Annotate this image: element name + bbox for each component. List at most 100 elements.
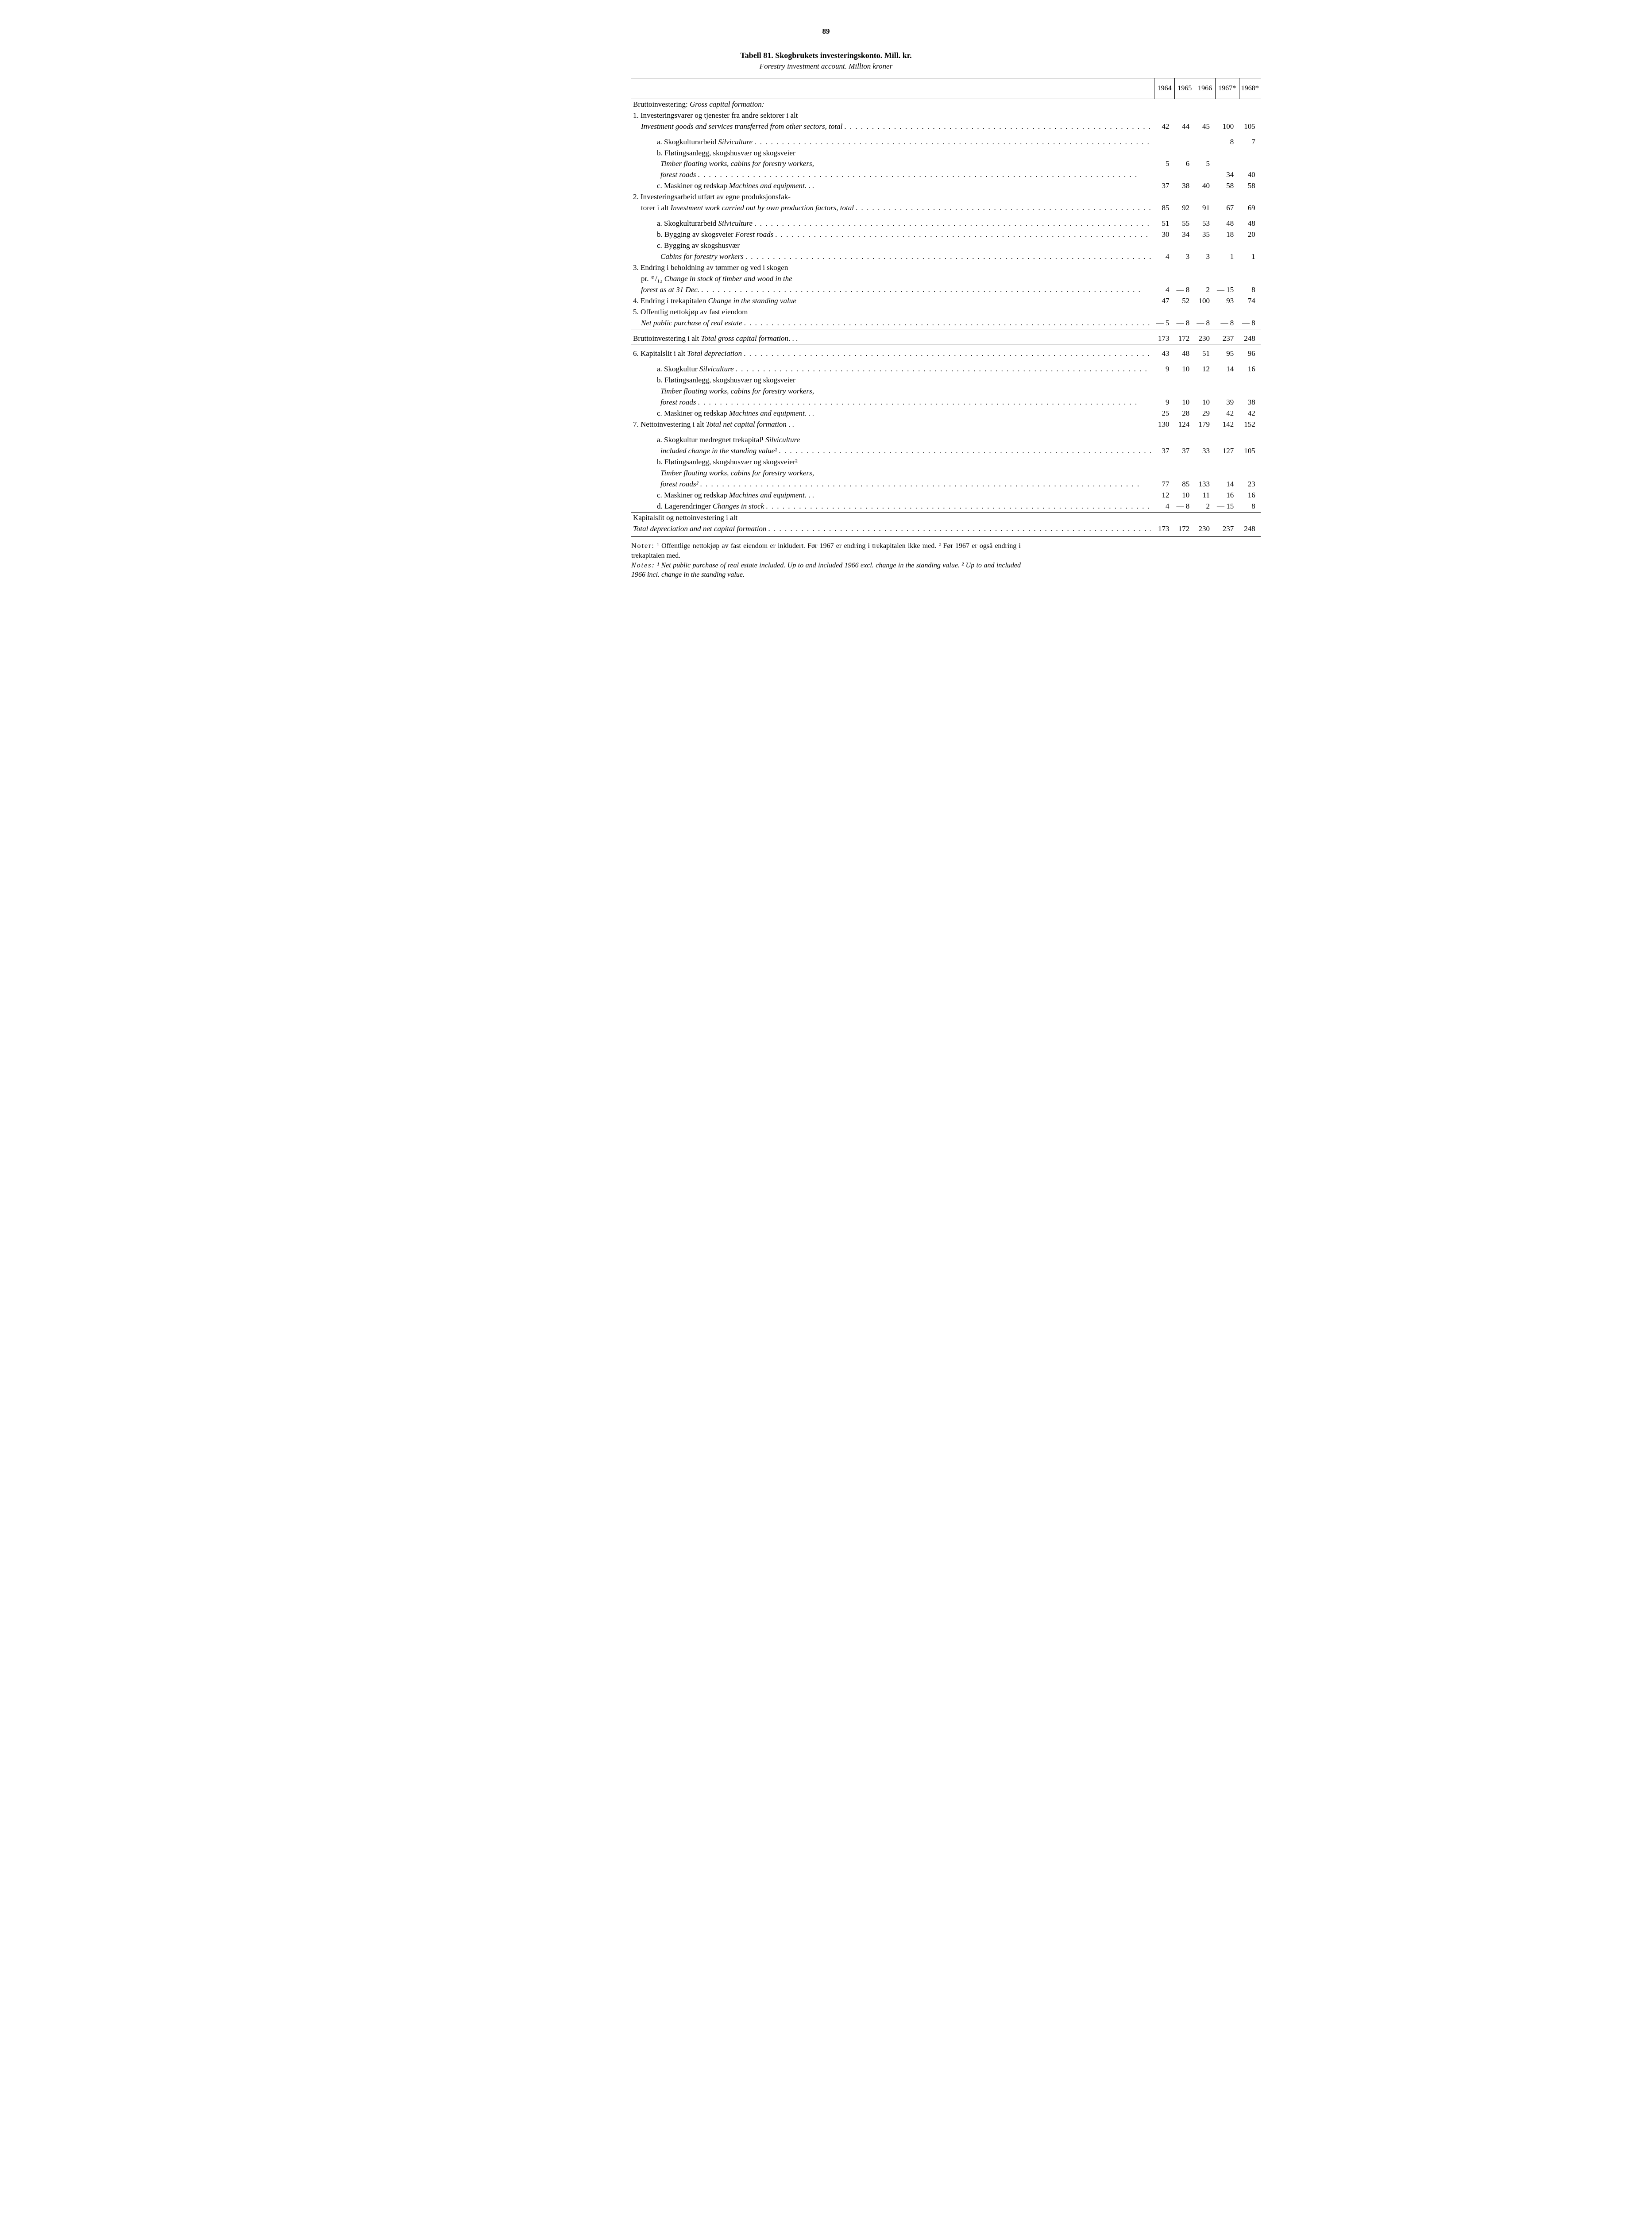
row-label: Investment goods and services transferre… [631, 121, 1154, 132]
cell-value: 230 [1195, 524, 1215, 537]
cell-value: 48 [1239, 218, 1261, 229]
row-label: Cabins for forestry workers . . . . . . … [631, 251, 1154, 262]
table-row: Investment goods and services transferre… [631, 121, 1261, 132]
row-label: Bruttoinvestering i alt Total gross capi… [631, 329, 1154, 344]
table-subtitle: Forestry investment account. Million kro… [631, 62, 1021, 72]
row-label: c. Bygging av skogshusvær [631, 240, 1154, 251]
table-row: 3. Endring i beholdning av tømmer og ved… [631, 262, 1261, 274]
cell-value [1195, 170, 1215, 181]
cell-value: 1 [1215, 251, 1239, 262]
cell-value: 37 [1154, 446, 1175, 457]
row-label: Net public purchase of real estate . . .… [631, 318, 1154, 329]
table-row: c. Bygging av skogshusvær [631, 240, 1261, 251]
cell-value: 100 [1215, 121, 1239, 132]
cell-value: 58 [1239, 181, 1261, 192]
cell-value: — 8 [1195, 318, 1215, 329]
row-label: 2. Investeringsarbeid utført av egne pro… [631, 192, 1154, 203]
table-row: 4. Endring i trekapitalen Change in the … [631, 296, 1261, 307]
cell-value: 1 [1239, 251, 1261, 262]
row-label: c. Maskiner og redskap Machines and equi… [631, 181, 1154, 192]
cell-value: 40 [1195, 181, 1215, 192]
cell-value: 12 [1154, 490, 1175, 501]
cell-value: 77 [1154, 479, 1175, 490]
table-row: 7. Nettoinvestering i alt Total net capi… [631, 419, 1261, 430]
table-row: forest roads² . . . . . . . . . . . . . … [631, 479, 1261, 490]
row-label: forest roads . . . . . . . . . . . . . .… [631, 397, 1154, 408]
cell-value: 96 [1239, 344, 1261, 359]
cell-value [1154, 170, 1175, 181]
row-label: 5. Offentlig nettokjøp av fast eiendom [631, 307, 1154, 318]
cell-value: 48 [1175, 344, 1195, 359]
table-row: Timber floating works, cabins for forest… [631, 468, 1261, 479]
table-row: Cabins for forestry workers . . . . . . … [631, 251, 1261, 262]
row-label: 7. Nettoinvestering i alt Total net capi… [631, 419, 1154, 430]
row-label: forest roads² . . . . . . . . . . . . . … [631, 479, 1154, 490]
cell-value: 16 [1239, 364, 1261, 375]
cell-value: 2 [1195, 285, 1215, 296]
cell-value: 30 [1154, 229, 1175, 240]
cell-value: 8 [1239, 501, 1261, 512]
table-row: c. Maskiner og redskap Machines and equi… [631, 181, 1261, 192]
table-row: Timber floating works, cabins for forest… [631, 386, 1261, 397]
cell-value: 124 [1175, 419, 1195, 430]
table-row: a. Skogkultur Silviculture . . . . . . .… [631, 364, 1261, 375]
table-row: c. Maskiner og redskap Machines and equi… [631, 408, 1261, 419]
cell-value: 130 [1154, 419, 1175, 430]
row-label: Bruttoinvestering: Gross capital formati… [631, 99, 1154, 110]
cell-value: 95 [1215, 344, 1239, 359]
cell-value: — 8 [1175, 285, 1195, 296]
cell-value: 237 [1215, 329, 1239, 344]
row-label: 3. Endring i beholdning av tømmer og ved… [631, 262, 1154, 274]
notes-en: ¹ Net public purchase of real estate inc… [631, 562, 1021, 579]
cell-value: 37 [1175, 446, 1195, 457]
table-row: d. Lagerendringer Changes in stock . . .… [631, 501, 1261, 512]
cell-value: 16 [1215, 490, 1239, 501]
cell-value: 8 [1215, 137, 1239, 148]
cell-value: 4 [1154, 501, 1175, 512]
cell-value: 3 [1195, 251, 1215, 262]
cell-value: 38 [1239, 397, 1261, 408]
header-year: 1967* [1215, 78, 1239, 99]
table-row [631, 430, 1261, 435]
cell-value: 25 [1154, 408, 1175, 419]
cell-value: — 8 [1239, 318, 1261, 329]
cell-value: 58 [1215, 181, 1239, 192]
cell-value: 34 [1215, 170, 1239, 181]
table-row: Net public purchase of real estate . . .… [631, 318, 1261, 329]
header-year: 1968* [1239, 78, 1261, 99]
cell-value: 14 [1215, 364, 1239, 375]
cell-value: 69 [1239, 203, 1261, 214]
cell-value: 127 [1215, 446, 1239, 457]
cell-value [1215, 158, 1239, 170]
cell-value: — 15 [1215, 501, 1239, 512]
row-label: 1. Investeringsvarer og tjenester fra an… [631, 110, 1154, 121]
cell-value: 42 [1239, 408, 1261, 419]
table-row: pr. ³¹/₁₂ Change in stock of timber and … [631, 274, 1261, 285]
table-title: Tabell 81. Skogbrukets investeringskonto… [631, 50, 1021, 61]
cell-value: 105 [1239, 446, 1261, 457]
table-row: forest roads . . . . . . . . . . . . . .… [631, 397, 1261, 408]
row-label: forest as at 31 Dec. . . . . . . . . . .… [631, 285, 1154, 296]
table-row: b. Fløtingsanlegg, skogshusvær og skogsv… [631, 457, 1261, 468]
header-year: 1964 [1154, 78, 1175, 99]
cell-value: — 5 [1154, 318, 1175, 329]
cell-value: 44 [1175, 121, 1195, 132]
cell-value: 10 [1175, 364, 1195, 375]
cell-value: 179 [1195, 419, 1215, 430]
cell-value: 38 [1175, 181, 1195, 192]
cell-value: — 8 [1175, 318, 1195, 329]
row-label: a. Skogkultur medregnet trekapital¹ Silv… [631, 435, 1154, 446]
cell-value: 11 [1195, 490, 1215, 501]
cell-value: 42 [1154, 121, 1175, 132]
cell-value: 35 [1195, 229, 1215, 240]
cell-value: 142 [1215, 419, 1239, 430]
cell-value: — 8 [1175, 501, 1195, 512]
header-blank [631, 78, 1154, 99]
cell-value: 173 [1154, 524, 1175, 537]
cell-value: 3 [1175, 251, 1195, 262]
cell-value: 23 [1239, 479, 1261, 490]
cell-value: 248 [1239, 524, 1261, 537]
cell-value: 37 [1154, 181, 1175, 192]
row-label: 4. Endring i trekapitalen Change in the … [631, 296, 1154, 307]
table-row: 6. Kapitalslit i alt Total depreciation … [631, 344, 1261, 359]
